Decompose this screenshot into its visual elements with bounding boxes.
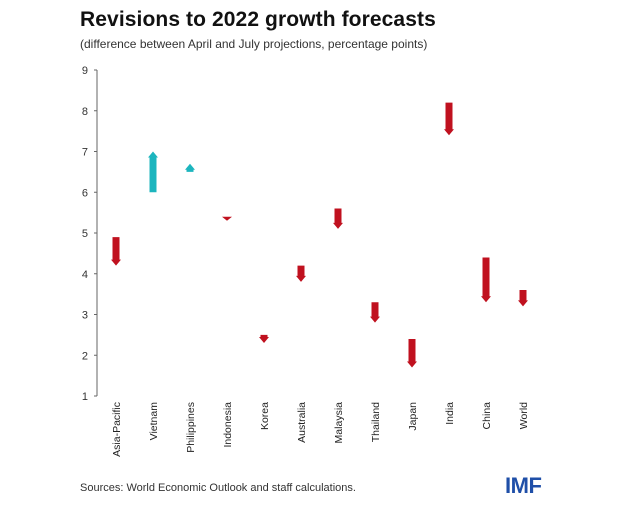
arrow-korea [259, 334, 269, 344]
arrow-asia-pacific [111, 237, 121, 266]
x-tick-label: Indonesia [222, 402, 234, 448]
x-axis: Asia-Pacific Vietnam Philippines Indonesia K… [111, 402, 530, 457]
x-tick-label: Malaysia [333, 402, 345, 444]
arrow-philippines [185, 163, 195, 172]
source-note: Sources: World Economic Outlook and staf… [80, 482, 356, 494]
x-tick-label: Philippines [185, 402, 197, 453]
x-tick-label: China [481, 402, 493, 430]
y-tick-label: 5 [82, 228, 88, 240]
x-tick-label: Asia-Pacific [111, 402, 123, 457]
arrow-china [481, 257, 491, 303]
x-tick-label: Thailand [370, 402, 382, 442]
arrow-thailand [370, 302, 380, 323]
x-tick-label: India [444, 402, 456, 425]
arrow-vietnam [148, 151, 158, 193]
y-tick-label: 2 [82, 350, 88, 362]
y-tick-label: 9 [82, 65, 88, 77]
chart-subtitle: (difference between April and July proje… [80, 37, 428, 51]
y-tick-label: 4 [82, 269, 88, 281]
y-tick-label: 8 [82, 106, 88, 118]
x-tick-label: World [518, 402, 530, 429]
x-tick-label: Vietnam [148, 402, 160, 441]
arrow-australia [296, 265, 306, 282]
y-tick-label: 3 [82, 310, 88, 322]
arrow-malaysia [333, 208, 343, 229]
arrow-japan [407, 338, 417, 368]
chart-title: Revisions to 2022 growth forecasts [80, 8, 436, 31]
x-tick-label: Japan [407, 402, 419, 431]
y-tick-label: 1 [82, 391, 88, 403]
arrow-world [518, 290, 528, 307]
arrow-indonesia [222, 216, 232, 221]
y-tick-label: 6 [82, 187, 88, 199]
imf-logo: IMF [505, 473, 542, 498]
x-tick-label: Australia [296, 402, 308, 443]
data-marks [111, 102, 528, 368]
y-axis: 1 2 3 4 5 6 7 8 9 [82, 65, 97, 403]
arrow-india [444, 102, 454, 136]
y-tick-label: 7 [82, 147, 88, 159]
x-tick-label: Korea [259, 402, 271, 430]
